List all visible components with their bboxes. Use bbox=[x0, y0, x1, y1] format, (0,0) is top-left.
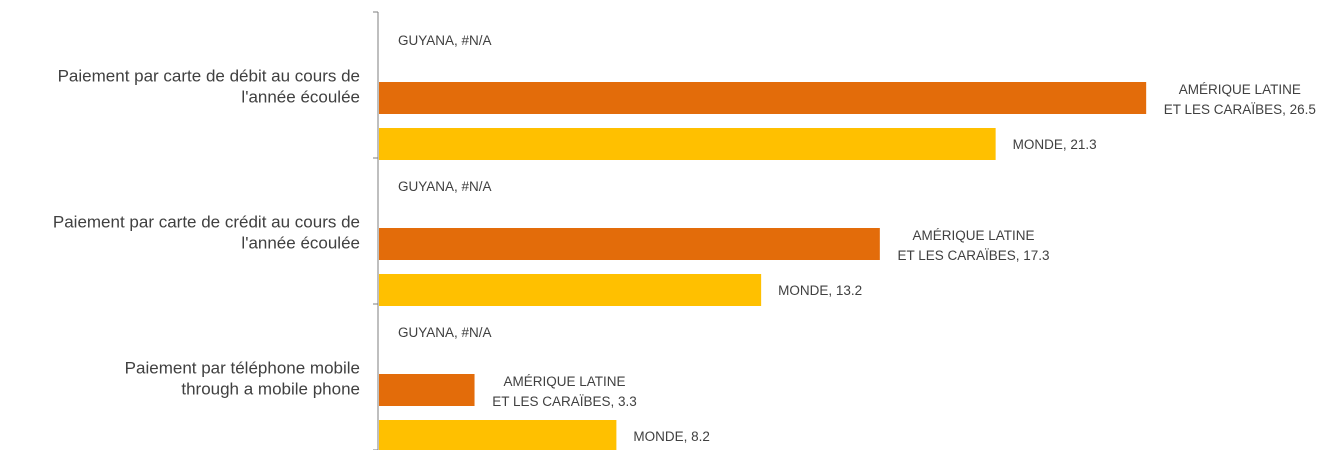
category-label-line: l'année écoulée bbox=[241, 88, 360, 107]
data-label: GUYANA, #N/A bbox=[398, 179, 492, 194]
data-label-line: AMÉRIQUE LATINE bbox=[504, 374, 626, 389]
data-label-line: ET LES CARAÏBES, 3.3 bbox=[492, 394, 637, 409]
data-label: AMÉRIQUE LATINE ET LES CARAÏBES, 26.5 bbox=[1164, 82, 1316, 117]
bar bbox=[379, 374, 475, 406]
data-label: MONDE, 21.3 bbox=[1013, 137, 1097, 152]
category-label-line: Paiement par téléphone mobile bbox=[125, 359, 360, 378]
data-label-line: AMÉRIQUE LATINE bbox=[912, 228, 1034, 243]
bar bbox=[379, 274, 762, 306]
category-label: Paiement par carte de crédit au cours de… bbox=[53, 213, 360, 253]
category-label-line: Paiement par carte de crédit au cours de bbox=[53, 213, 360, 232]
data-label-line: AMÉRIQUE LATINE bbox=[1179, 82, 1301, 97]
axis bbox=[373, 11, 379, 450]
category-labels: Paiement par carte de débit au cours de l… bbox=[53, 67, 360, 399]
data-label: GUYANA, #N/A bbox=[398, 325, 492, 340]
bar bbox=[379, 228, 880, 260]
category-label: Paiement par carte de débit au cours de l… bbox=[58, 67, 360, 107]
bar bbox=[379, 128, 996, 160]
category-label-line: through a mobile phone bbox=[181, 380, 360, 399]
category-label-line: l'année écoulée bbox=[241, 234, 360, 253]
bar bbox=[379, 82, 1147, 114]
data-label: MONDE, 13.2 bbox=[778, 283, 862, 298]
data-label: GUYANA, #N/A bbox=[398, 33, 492, 48]
data-label: AMÉRIQUE LATINE ET LES CARAÏBES, 3.3 bbox=[492, 374, 637, 409]
data-label-line: ET LES CARAÏBES, 26.5 bbox=[1164, 102, 1316, 117]
data-label-line: ET LES CARAÏBES, 17.3 bbox=[897, 248, 1049, 263]
bar bbox=[379, 420, 617, 450]
category-label-line: Paiement par carte de débit au cours de bbox=[58, 67, 360, 86]
data-label: MONDE, 8.2 bbox=[633, 429, 710, 444]
data-label: AMÉRIQUE LATINE ET LES CARAÏBES, 17.3 bbox=[897, 228, 1049, 263]
data-labels: GUYANA, #N/A AMÉRIQUE LATINE ET LES CARAÏB… bbox=[398, 33, 1316, 444]
category-label: Paiement par téléphone mobile through a m… bbox=[125, 359, 360, 399]
bars bbox=[379, 82, 1147, 450]
